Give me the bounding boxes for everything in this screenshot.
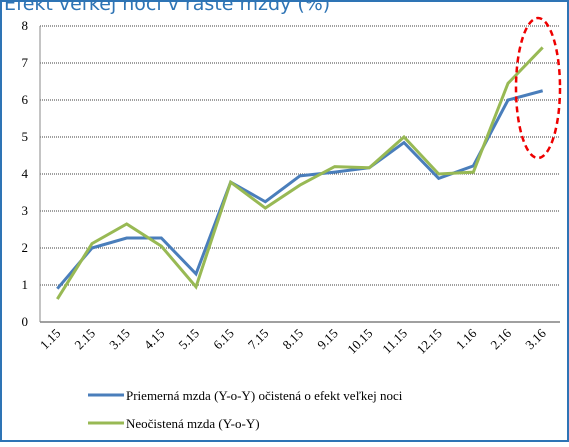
highlight-ellipse — [514, 16, 562, 160]
y-tick-label: 0 — [22, 314, 29, 329]
y-tick-label: 7 — [22, 55, 29, 70]
y-tick-label: 5 — [22, 129, 29, 144]
legend-label: Neočistená mzda (Y-o-Y) — [126, 416, 260, 431]
y-tick-label: 4 — [22, 166, 29, 181]
chart-title: Efekt veľkej noci v raste mzdy (%) — [4, 0, 330, 15]
series-line — [56, 89, 544, 290]
series-line — [56, 46, 544, 300]
y-tick-label: 3 — [22, 203, 29, 218]
y-tick-label: 8 — [22, 18, 29, 33]
y-tick-label: 6 — [22, 92, 29, 107]
y-tick-label: 2 — [22, 240, 29, 255]
legend-label: Priemerná mzda (Y-o-Y) očistená o efekt … — [126, 388, 403, 403]
y-tick-label: 1 — [22, 277, 29, 292]
